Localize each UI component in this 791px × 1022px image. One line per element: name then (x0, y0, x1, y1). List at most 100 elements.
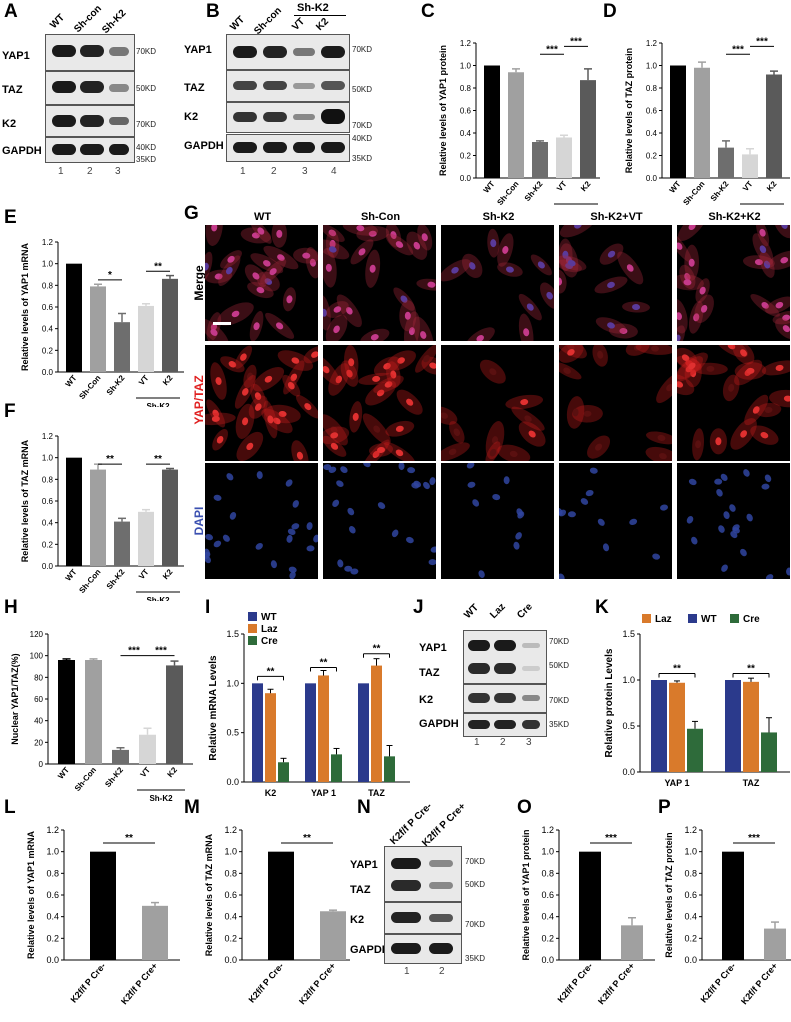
cell-nucleus (423, 354, 430, 363)
cell-nucleus (782, 314, 790, 321)
cell-nucleus (328, 246, 337, 253)
cell-nucleus (349, 525, 356, 534)
blot-b-marker: 70KD (352, 121, 373, 130)
x-tick-label: K2f/f P Cre- (246, 961, 285, 1005)
cell-nucleus (491, 436, 499, 445)
y-tick-label: 0.0 (646, 174, 658, 183)
panel-label-f: F (4, 401, 16, 422)
cell-nucleus (690, 369, 697, 378)
y-tick-label: 0.4 (42, 519, 54, 528)
cell-nucleus (743, 469, 750, 477)
y-tick-label: 0.4 (42, 325, 54, 334)
blot-b-marker: 35KD (352, 154, 373, 163)
legend-swatch (688, 614, 697, 623)
blot-n-row-k2 (384, 902, 462, 934)
blot-a-row-k2 (45, 105, 135, 137)
x-tick-label: Sh-Con (73, 765, 98, 793)
blot-a-row-label: YAP1 (2, 50, 30, 62)
panel-label-i: I (205, 597, 211, 618)
cell-nucleus (242, 388, 249, 396)
cell-nucleus (205, 262, 209, 271)
y-tick-label: 0.8 (646, 84, 658, 93)
cell-nucleus (276, 322, 284, 330)
blot-b-row-yap1 (226, 34, 350, 70)
cell-nucleus (309, 258, 316, 267)
y-axis-label: Relative protein Levels (604, 648, 615, 757)
y-tick-label: 0.6 (460, 107, 472, 116)
significance-label: ** (303, 833, 311, 844)
blot-b-lane-number: 1 (240, 166, 246, 177)
cell-nucleus (727, 345, 736, 350)
significance-label: *** (570, 36, 582, 47)
cell-nucleus (559, 573, 565, 579)
bar (580, 80, 596, 178)
y-tick-label: 0.2 (460, 152, 472, 161)
cell-nucleus (686, 516, 694, 524)
significance-label: ** (320, 658, 328, 669)
y-tick-label: 0.8 (42, 281, 54, 290)
bar (138, 305, 154, 372)
y-tick-label: 0.4 (684, 912, 697, 922)
cell-nucleus (306, 522, 313, 531)
blot-j-row-label: TAZ (419, 667, 440, 679)
cell-nucleus (688, 258, 695, 267)
cell-nucleus (765, 574, 774, 579)
bar (508, 72, 524, 178)
micrograph-tile (441, 345, 554, 461)
bar (718, 147, 734, 178)
cell-nucleus (492, 494, 501, 501)
cell-nucleus (607, 281, 615, 289)
y-tick-label: 1.0 (646, 62, 658, 71)
micro-row-label: Merge (192, 265, 206, 301)
y-tick-label: 40 (34, 717, 43, 726)
y-tick-label: 0.8 (42, 475, 54, 484)
micrograph-tile (677, 463, 790, 579)
panel-label-c: C (421, 1, 435, 22)
cell-nucleus (528, 430, 536, 438)
blot-a-row-taz (45, 71, 135, 105)
x-tick-label: Sh-K2 (103, 765, 125, 789)
blot-b-row-label: YAP1 (184, 44, 212, 56)
cell-nucleus (377, 446, 386, 453)
cell-nucleus (677, 334, 681, 341)
panel-label-k: K (595, 597, 609, 618)
significance-label: *** (155, 646, 167, 657)
legend-label: Cre (261, 636, 278, 647)
y-tick-label: 1.5 (622, 629, 635, 639)
chart-h: Nuclear YAP1/TAZ(%) 0 20 40 60 80 100 120 WT Sh-C… (10, 630, 193, 802)
chart-m: Relative levels of TAZ mRNA 0.0 0.2 0.4 0.6 0… (204, 825, 350, 1006)
cell-nucleus (515, 532, 522, 540)
cell-nucleus (286, 295, 293, 304)
blot-n-row-label: YAP1 (350, 859, 378, 871)
cell-nucleus (352, 412, 359, 421)
bar-cre (761, 732, 777, 772)
y-tick-label: 1.0 (622, 675, 635, 685)
blot-b-row-gapdh (226, 134, 350, 162)
cell-nucleus (423, 481, 430, 490)
cell-nucleus (246, 442, 254, 451)
cell-nucleus (242, 417, 249, 426)
micrograph-tile (677, 225, 790, 341)
cell-nucleus (453, 428, 461, 437)
cell-nucleus (350, 568, 359, 575)
bar-wt (305, 683, 316, 782)
cell-nucleus (372, 375, 381, 382)
legend-swatch (248, 612, 257, 621)
blot-b-marker: 40KD (352, 134, 373, 143)
cell-nucleus (619, 327, 628, 334)
cell-nucleus (286, 534, 293, 543)
y-tick-label: 1.2 (684, 825, 697, 835)
bar-cre (687, 728, 703, 772)
y-tick-label: 0.8 (684, 868, 697, 878)
legend-label: WT (261, 612, 277, 623)
y-tick-label: 0.0 (46, 955, 59, 965)
cell-nucleus (652, 553, 661, 560)
cell-nucleus (210, 328, 218, 336)
y-tick-label: 0.6 (646, 107, 658, 116)
cell-nucleus (421, 233, 428, 242)
y-tick-label: 120 (30, 630, 44, 639)
cell-nucleus (358, 248, 366, 256)
blot-j-marker: 50KD (549, 661, 570, 670)
cell-nucleus (325, 263, 332, 272)
y-tick-label: 0.6 (42, 497, 54, 506)
